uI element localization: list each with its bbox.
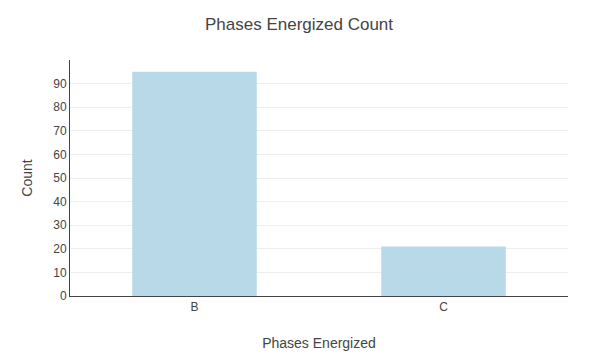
- svg-text:20: 20: [53, 242, 67, 256]
- svg-text:90: 90: [53, 77, 67, 91]
- svg-text:Count: Count: [19, 159, 35, 196]
- svg-text:0: 0: [60, 289, 67, 303]
- svg-text:60: 60: [53, 148, 67, 162]
- svg-text:Phases Energized Count: Phases Energized Count: [205, 15, 393, 34]
- svg-text:80: 80: [53, 100, 67, 114]
- svg-text:B: B: [190, 300, 198, 314]
- svg-text:40: 40: [53, 195, 67, 209]
- svg-text:50: 50: [53, 171, 67, 185]
- svg-text:10: 10: [53, 266, 67, 280]
- svg-text:Phases Energized: Phases Energized: [262, 335, 376, 351]
- svg-text:70: 70: [53, 124, 67, 138]
- svg-text:C: C: [439, 300, 448, 314]
- svg-text:30: 30: [53, 218, 67, 232]
